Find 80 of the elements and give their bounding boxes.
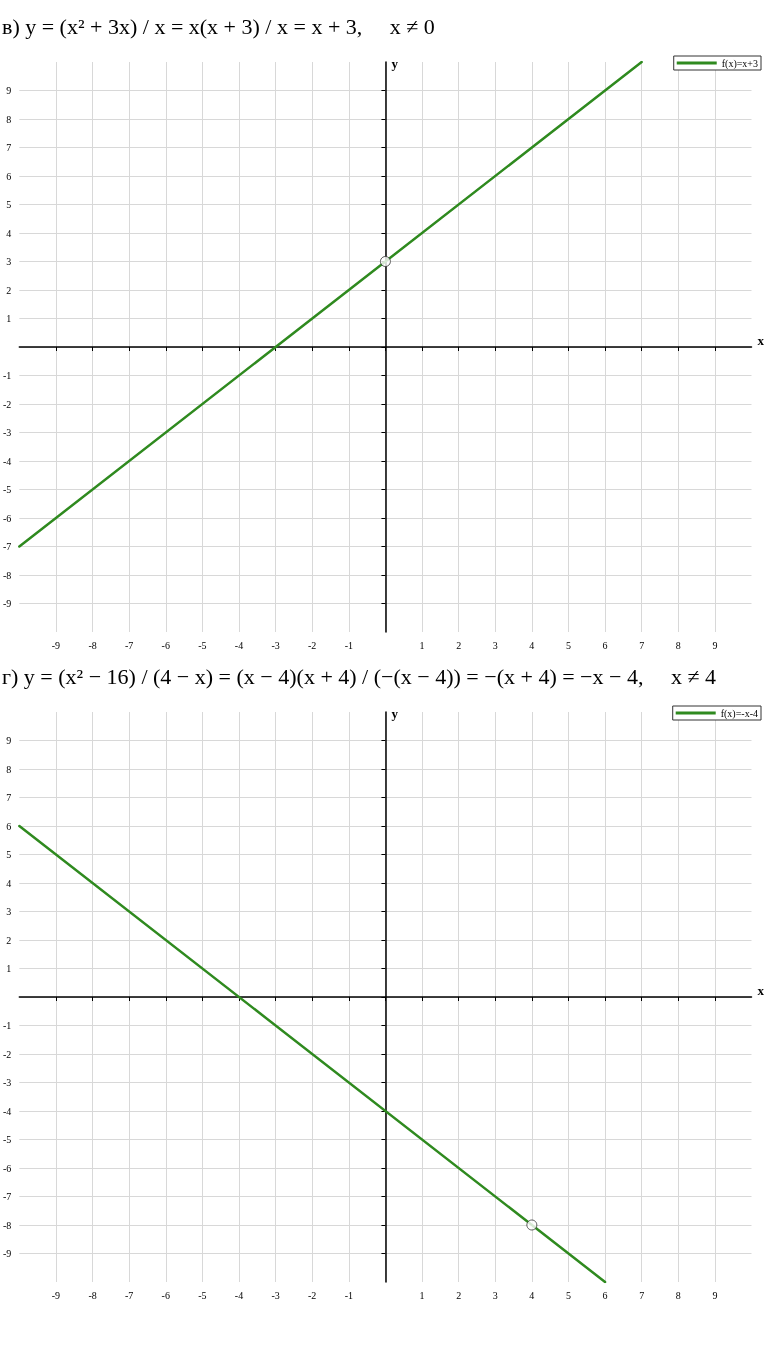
y-tick-label: -1	[2, 370, 12, 381]
x-tick-label: -8	[88, 639, 97, 651]
x-tick-label: 7	[639, 639, 645, 651]
x-tick-label: 8	[675, 639, 681, 651]
chart-title: в) y = (x² + 3x) / x = x(x + 3) / x = x + 3, x ≠ 0	[1, 13, 436, 41]
x-tick-label: 4	[529, 639, 535, 651]
x-tick-label: 3	[492, 1289, 498, 1301]
x-axis-title: x	[757, 983, 765, 998]
y-tick-label: 6	[6, 820, 12, 832]
y-tick-label: 1	[6, 963, 12, 974]
x-tick-label: -1	[344, 1289, 353, 1301]
y-tick-label: 5	[6, 849, 12, 860]
x-tick-label: -5	[198, 1289, 207, 1301]
y-tick-label: -4	[2, 1105, 12, 1117]
x-tick-label: 6	[602, 639, 608, 651]
x-tick-label: 2	[456, 1289, 462, 1301]
x-tick-label: 9	[712, 639, 718, 651]
y-tick-label: -9	[2, 598, 12, 609]
y-tick-label: 9	[6, 735, 12, 746]
legend-label: f(x)=-x-4	[720, 707, 759, 720]
x-axis-title: x	[757, 333, 765, 348]
y-tick-label: 9	[6, 85, 12, 96]
y-tick-label: 2	[6, 934, 12, 946]
x-tick-label: -6	[161, 1289, 170, 1301]
y-tick-label: -3	[2, 1077, 12, 1088]
y-tick-label: 1	[6, 313, 12, 324]
y-tick-label: 8	[6, 113, 12, 125]
x-tick-label: 8	[675, 1289, 681, 1301]
y-tick-label: 3	[6, 906, 12, 917]
x-tick-label: -6	[161, 639, 170, 651]
y-tick-label: -9	[2, 1248, 12, 1259]
x-tick-label: -2	[308, 1289, 317, 1301]
x-tick-label: 5	[565, 639, 571, 651]
y-tick-label: -6	[2, 512, 12, 524]
x-tick-label: -7	[124, 1289, 134, 1301]
y-tick-label: -7	[2, 1191, 12, 1202]
x-tick-label: -3	[271, 1289, 280, 1301]
y-tick-label: -6	[2, 1162, 12, 1174]
y-tick-label: 8	[6, 763, 12, 775]
x-tick-label: -2	[308, 639, 317, 651]
x-tick-label: -4	[234, 1289, 244, 1301]
y-tick-label: -8	[2, 1219, 12, 1231]
x-tick-label: -8	[88, 1289, 97, 1301]
x-tick-label: 3	[492, 639, 498, 651]
x-tick-label: 7	[639, 1289, 645, 1301]
y-tick-label: -4	[2, 455, 12, 467]
y-tick-label: 7	[6, 792, 12, 803]
y-tick-label: 4	[6, 227, 12, 239]
x-tick-label: 1	[419, 639, 425, 651]
y-tick-label: 6	[6, 170, 12, 182]
y-tick-label: 7	[6, 142, 12, 153]
x-tick-label: 1	[419, 1289, 425, 1301]
y-tick-label: -2	[2, 1048, 12, 1060]
x-tick-label: -9	[51, 639, 61, 651]
x-tick-label: 5	[565, 1289, 571, 1301]
legend-label: f(x)=x+3	[721, 57, 759, 70]
y-tick-label: -1	[2, 1020, 12, 1031]
x-tick-label: 9	[712, 1289, 718, 1301]
x-tick-label: -1	[344, 639, 353, 651]
y-tick-label: -3	[2, 427, 12, 438]
y-tick-label: -5	[2, 1134, 12, 1145]
x-tick-label: 4	[529, 1289, 535, 1301]
y-tick-label: -5	[2, 484, 12, 495]
y-axis-title: y	[391, 56, 399, 71]
chart-title: г) y = (x² − 16) / (4 − x) = (x − 4)(x + 4) / (−(x − 4)) = −(x + 4) = −x − 4, x ≠ 4	[1, 663, 717, 691]
x-tick-label: 2	[456, 639, 462, 651]
y-tick-label: 3	[6, 256, 12, 267]
x-tick-label: -7	[124, 639, 134, 651]
x-tick-label: -4	[234, 639, 244, 651]
y-tick-label: 5	[6, 199, 12, 210]
y-tick-label: -8	[2, 569, 12, 581]
y-axis-title: y	[391, 706, 399, 721]
x-tick-label: -5	[198, 639, 207, 651]
y-tick-label: -7	[2, 541, 12, 552]
x-tick-label: 6	[602, 1289, 608, 1301]
y-tick-label: 4	[6, 877, 12, 889]
y-tick-label: -2	[2, 398, 12, 410]
y-tick-label: 2	[6, 284, 12, 296]
x-tick-label: -9	[51, 1289, 61, 1301]
x-tick-label: -3	[271, 639, 280, 651]
